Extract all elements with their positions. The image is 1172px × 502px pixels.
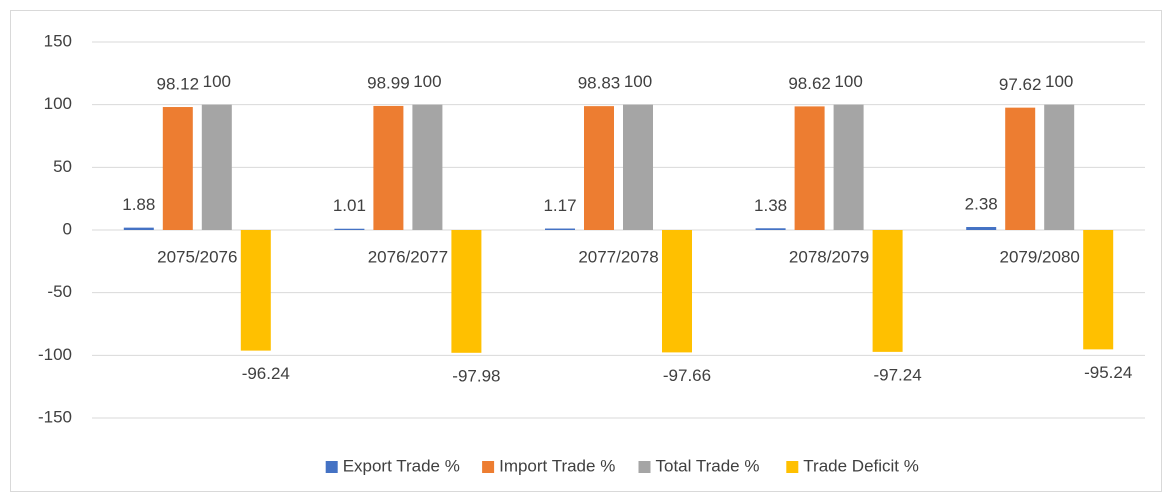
chart-border [10, 10, 1162, 492]
x-tick-label: 2076/2077 [368, 247, 448, 266]
data-label: 100 [624, 72, 652, 91]
bar [240, 230, 271, 351]
legend-label: Import Trade % [499, 456, 615, 475]
bar [1083, 230, 1114, 350]
data-label: 98.83 [578, 74, 621, 93]
y-tick-label: 0 [63, 219, 72, 238]
data-label: -97.66 [663, 366, 711, 385]
bar [623, 104, 653, 230]
bar [451, 230, 482, 353]
bar [662, 230, 692, 353]
bar [162, 107, 193, 230]
y-tick-label: -100 [38, 345, 72, 364]
data-label: -96.24 [242, 364, 290, 383]
bar [1005, 107, 1036, 230]
y-tick-label: 50 [53, 157, 72, 176]
bar [584, 106, 614, 230]
bar [833, 104, 864, 230]
data-label: 1.38 [754, 196, 787, 215]
legend-swatch [638, 461, 651, 473]
bar [1044, 104, 1075, 230]
x-tick-label: 2077/2078 [578, 247, 658, 266]
data-label: 100 [1045, 72, 1073, 91]
legend-swatch [786, 461, 799, 473]
data-label: 1.01 [333, 196, 366, 215]
legend-label: Export Trade % [343, 456, 460, 475]
bar [201, 104, 232, 230]
data-label: 100 [834, 72, 862, 91]
data-label: 98.99 [367, 73, 410, 92]
bar [872, 230, 903, 352]
bar [966, 227, 997, 230]
bar [123, 227, 154, 230]
data-label: -95.24 [1084, 363, 1132, 382]
bar [373, 105, 404, 230]
y-tick-label: 100 [44, 94, 72, 113]
bar [334, 228, 365, 230]
data-label: 98.62 [788, 74, 831, 93]
bar [794, 106, 825, 230]
x-tick-label: 2079/2080 [1000, 247, 1080, 266]
data-label: 1.88 [122, 195, 155, 214]
y-tick-label: -50 [47, 282, 72, 301]
x-tick-label: 2078/2079 [789, 247, 869, 266]
data-label: -97.24 [873, 365, 921, 384]
data-label: 98.12 [157, 75, 200, 94]
data-label: 2.38 [965, 195, 998, 214]
legend-swatch [482, 461, 495, 473]
data-label: -97.98 [452, 366, 500, 385]
data-label: 97.62 [999, 75, 1042, 94]
bar [545, 228, 575, 230]
legend-swatch [325, 461, 338, 473]
bar [412, 104, 443, 230]
bar [755, 228, 786, 230]
data-label: 1.17 [543, 196, 576, 215]
legend-label: Trade Deficit % [803, 456, 919, 475]
data-label: 100 [203, 72, 231, 91]
y-tick-label: 150 [44, 31, 72, 50]
y-tick-label: -150 [38, 407, 72, 426]
x-tick-label: 2075/2076 [157, 247, 237, 266]
data-label: 100 [413, 72, 441, 91]
legend-label: Total Trade % [656, 456, 760, 475]
